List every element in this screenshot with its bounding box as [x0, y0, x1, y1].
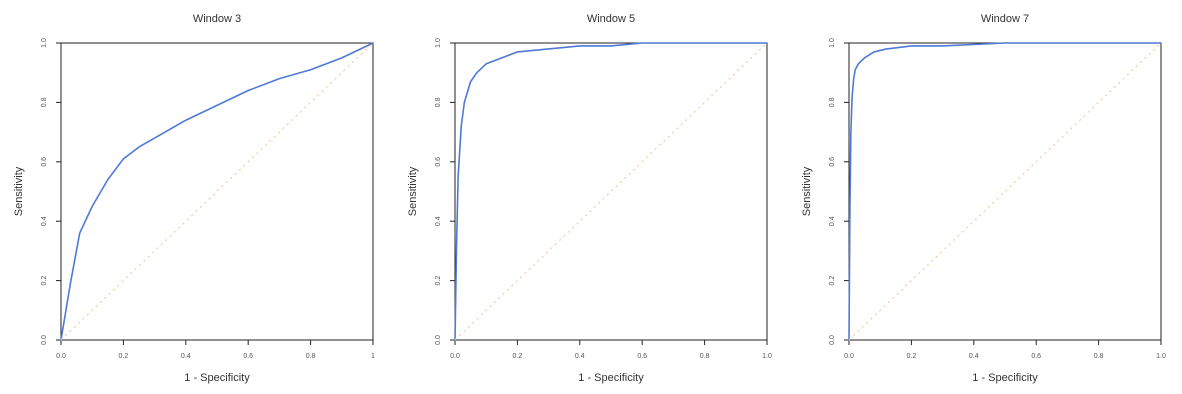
y-tick-label-window-3-1: 0.2	[41, 276, 48, 286]
x-tick-label-window-3-0: 0.0	[56, 353, 66, 360]
roc-panel-window-7: Window 7 0.0 0.2 0.4 0.6 0.8 1.0 0.0 0.2 0.4 0.6 0.…	[788, 0, 1182, 394]
x-tick-label-window-5-5: 1.0	[762, 353, 772, 360]
x-tick-label-window-3-2: 0.4	[181, 353, 191, 360]
roc-curve-line-window-3	[60, 42, 374, 341]
roc-chart-window-5: Window 5 0.0 0.2 0.4 0.6 0.8 1.0 0.0 0.2 0.4 0.6 0.…	[407, 13, 772, 384]
roc-curve-line-window-5	[454, 42, 768, 341]
roc-curve-line-window-7	[848, 42, 1162, 341]
y-tick-label-window-5-4: 0.8	[435, 97, 442, 107]
y-tick-label-window-7-4: 0.8	[829, 97, 836, 107]
y-tick-label-window-3-2: 0.4	[41, 216, 48, 226]
x-tick-label-window-5-0: 0.0	[450, 353, 460, 360]
reference-diagonal-line-window-3	[60, 42, 374, 341]
y-tick-label-window-7-2: 0.4	[829, 216, 836, 226]
x-tick-label-window-7-0: 0.0	[844, 353, 854, 360]
x-tick-label-window-7-1: 0.2	[907, 353, 917, 360]
y-tick-label-window-3-3: 0.6	[41, 157, 48, 167]
y-tick-label-window-3-4: 0.8	[41, 97, 48, 107]
chart-title-window-7: Window 7	[981, 13, 1029, 25]
x-tick-label-window-3-4: 0.8	[306, 353, 316, 360]
y-tick-label-window-3-5: 1.0	[41, 38, 48, 48]
x-tick-label-window-5-1: 0.2	[513, 353, 523, 360]
y-tick-label-window-7-5: 1.0	[829, 38, 836, 48]
x-tick-label-window-5-3: 0.6	[637, 353, 647, 360]
y-axis-label-window-3: Sensitivity	[13, 166, 25, 216]
x-tick-label-window-7-4: 0.8	[1094, 353, 1104, 360]
chart-title-window-3: Window 3	[193, 13, 241, 25]
x-axis-label-window-3: 1 - Specificity	[184, 372, 250, 384]
x-axis-label-window-5: 1 - Specificity	[578, 372, 644, 384]
x-tick-label-window-5-4: 0.8	[700, 353, 710, 360]
y-tick-label-window-5-3: 0.6	[435, 157, 442, 167]
x-tick-label-window-7-3: 0.6	[1031, 353, 1041, 360]
y-tick-label-window-5-5: 1.0	[435, 38, 442, 48]
roc-panel-window-3: Window 3 0.0 0.2 0.4 0.6 0.8 1 0.0 0.2 0.4 0.6 0.8 1…	[0, 0, 394, 394]
y-tick-label-window-5-2: 0.4	[435, 216, 442, 226]
y-axis-label-window-5: Sensitivity	[407, 166, 419, 216]
y-tick-label-window-5-0: 0.0	[435, 335, 442, 345]
y-tick-label-window-5-1: 0.2	[435, 276, 442, 286]
plot-frame-window-3	[60, 42, 374, 341]
roc-panel-window-5: Window 5 0.0 0.2 0.4 0.6 0.8 1.0 0.0 0.2 0.4 0.6 0.…	[394, 0, 788, 394]
plot-frame-window-5	[454, 42, 768, 341]
x-tick-label-window-5-2: 0.4	[575, 353, 585, 360]
x-tick-label-window-3-1: 0.2	[119, 353, 129, 360]
y-tick-label-window-3-0: 0.0	[41, 335, 48, 345]
roc-chart-window-7: Window 7 0.0 0.2 0.4 0.6 0.8 1.0 0.0 0.2 0.4 0.6 0.…	[801, 13, 1166, 384]
y-tick-label-window-7-3: 0.6	[829, 157, 836, 167]
y-tick-label-window-7-1: 0.2	[829, 276, 836, 286]
y-tick-label-window-7-0: 0.0	[829, 335, 836, 345]
x-tick-label-window-3-5: 1	[371, 353, 375, 360]
x-tick-label-window-7-5: 1.0	[1156, 353, 1166, 360]
reference-diagonal-line-window-5	[454, 42, 768, 341]
x-axis-label-window-7: 1 - Specificity	[972, 372, 1038, 384]
reference-diagonal-line-window-7	[848, 42, 1162, 341]
chart-title-window-5: Window 5	[587, 13, 635, 25]
roc-chart-window-3: Window 3 0.0 0.2 0.4 0.6 0.8 1 0.0 0.2 0.4 0.6 0.8 1…	[13, 13, 375, 384]
x-tick-label-window-7-2: 0.4	[969, 353, 979, 360]
x-tick-label-window-3-3: 0.6	[243, 353, 253, 360]
y-axis-label-window-7: Sensitivity	[801, 166, 813, 216]
